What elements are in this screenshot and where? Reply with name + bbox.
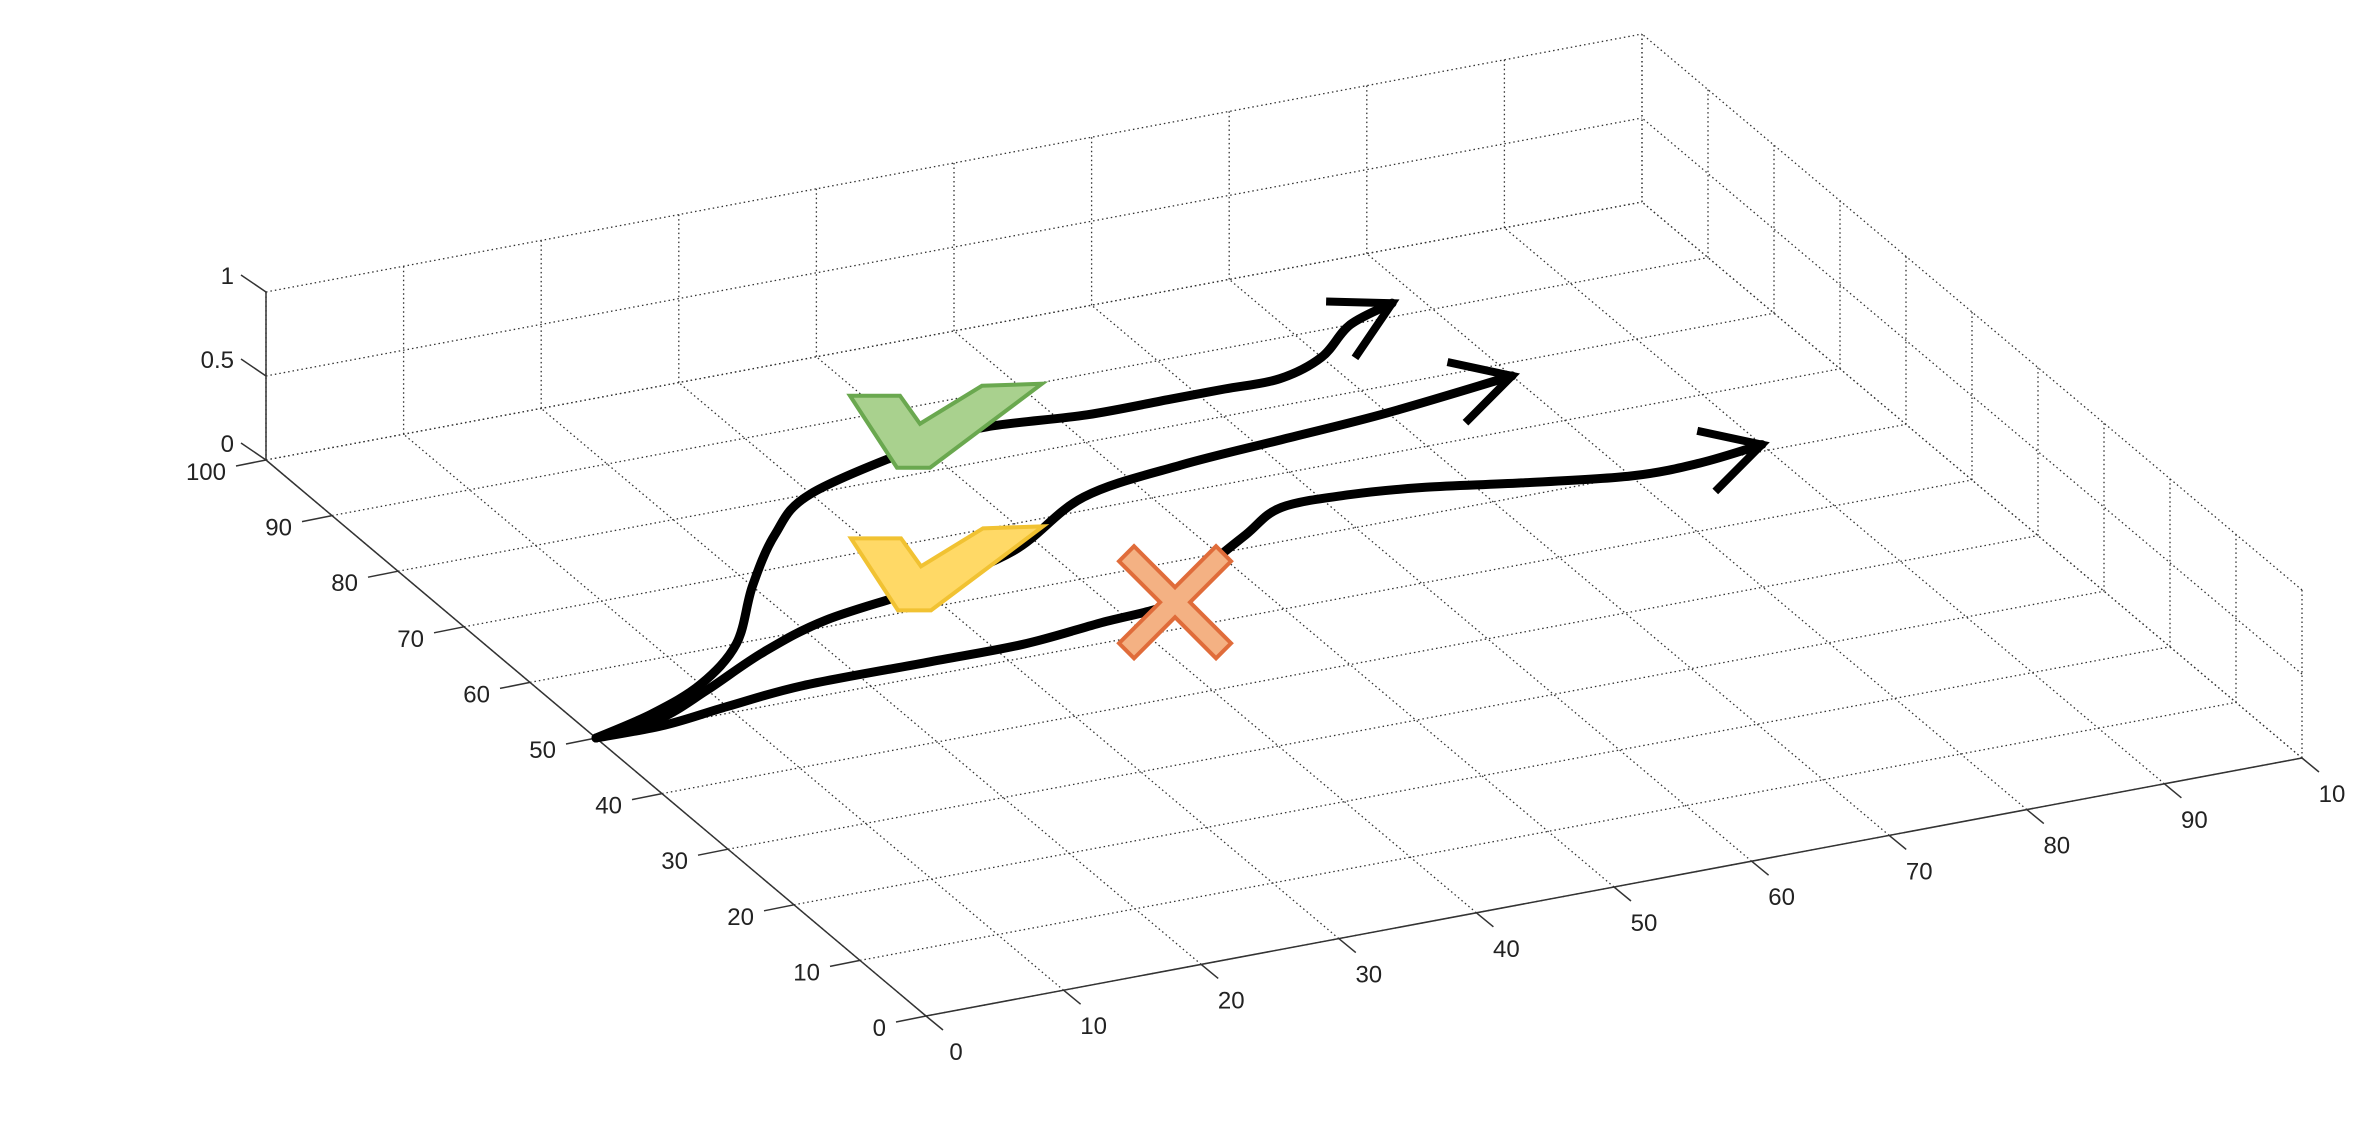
x-tick-mark xyxy=(925,1015,944,1031)
z-tick-mark xyxy=(240,358,267,377)
x-tick-label: 90 xyxy=(2181,807,2208,834)
y-tick-mark xyxy=(829,959,861,968)
x-tick-mark xyxy=(2026,809,2045,825)
markers xyxy=(846,381,1234,662)
y-tick-mark xyxy=(235,459,267,467)
y-tick-label: 30 xyxy=(661,848,688,875)
side-wall-grid-line xyxy=(1641,117,2303,675)
x-tick-label: 0 xyxy=(949,1039,962,1066)
x-tick-mark xyxy=(2301,757,2320,773)
x-tick-label: 30 xyxy=(1355,962,1382,989)
y-tick-mark xyxy=(367,570,399,578)
tick-labels: 0102030405060708090100102030405060708090… xyxy=(186,263,2345,1066)
x-tick-mark xyxy=(1338,938,1357,954)
x-tick-mark xyxy=(1475,912,1494,928)
x-tick-label: 80 xyxy=(2043,833,2070,860)
y-tick-mark xyxy=(631,792,663,801)
floor-grid-line xyxy=(463,368,1841,628)
series-arrowhead-1 xyxy=(1325,297,1400,361)
series-line-2 xyxy=(591,371,1517,743)
x-tick-label: 60 xyxy=(1768,884,1795,911)
z-tick-mark xyxy=(240,442,267,461)
x-tick-label: 10 xyxy=(2319,781,2346,808)
x-tick-label: 50 xyxy=(1631,910,1658,937)
y-tick-mark xyxy=(565,737,597,745)
floor-grid-line xyxy=(793,646,2171,906)
floor-grid-line xyxy=(595,479,1973,739)
z-tick-label: 0 xyxy=(221,431,234,458)
back-wall-grid-line xyxy=(265,201,1643,461)
x-tick-mark xyxy=(2163,783,2182,799)
z-tick-mark xyxy=(240,274,267,293)
floor-grid-line xyxy=(859,701,2237,962)
x-tick-mark xyxy=(1751,860,1770,876)
y-tick-label: 90 xyxy=(265,515,292,542)
x-tick-label: 70 xyxy=(1906,858,1933,885)
y-tick-label: 40 xyxy=(595,793,622,820)
series-arrowhead-2 xyxy=(1446,358,1520,426)
y-tick-label: 80 xyxy=(331,570,358,597)
y-tick-mark xyxy=(697,848,729,856)
x-tick-label: 10 xyxy=(1080,1013,1107,1040)
back-wall-grid-line xyxy=(265,33,1643,293)
y-tick-mark xyxy=(433,626,465,634)
x-tick-mark xyxy=(1888,834,1907,850)
x-tick-mark xyxy=(1613,886,1632,902)
check-mark-icon xyxy=(846,381,1049,470)
x-tick-label: 20 xyxy=(1218,987,1245,1014)
axes xyxy=(235,274,2320,1031)
y-tick-mark xyxy=(499,681,531,690)
z-tick-label: 0.5 xyxy=(201,347,234,374)
x-tick-mark xyxy=(1200,963,1219,979)
z-tick-label: 1 xyxy=(221,263,234,290)
y-tick-mark xyxy=(763,904,795,912)
floor-grid-line xyxy=(1503,227,2165,785)
cross-mark-icon xyxy=(1116,543,1234,662)
grid-lines xyxy=(265,33,2303,1017)
check-mark-icon xyxy=(847,524,1050,613)
y-tick-label: 100 xyxy=(186,459,226,486)
series-arrowhead-3 xyxy=(1696,426,1770,495)
y-tick-label: 10 xyxy=(793,959,820,986)
floor-grid-line xyxy=(1228,278,1890,836)
series-lines xyxy=(591,297,1770,743)
floor-grid-line xyxy=(953,330,1615,888)
floor-grid-line xyxy=(1366,253,2028,811)
floor-grid-line xyxy=(727,590,2105,850)
y-tick-label: 0 xyxy=(873,1015,886,1042)
x-tick-label: 40 xyxy=(1493,936,1520,963)
y-tick-label: 20 xyxy=(727,904,754,931)
series-line-1 xyxy=(591,298,1397,743)
y-tick-label: 50 xyxy=(529,737,556,764)
x-tick-mark xyxy=(1063,989,1082,1005)
y-tick-label: 60 xyxy=(463,681,490,708)
floor-grid-line xyxy=(331,256,1709,517)
floor-grid-line xyxy=(397,312,1775,572)
floor-grid-line xyxy=(661,534,2039,795)
y-tick-mark xyxy=(895,1015,927,1023)
y-tick-label: 70 xyxy=(397,626,424,653)
back-wall-grid-line xyxy=(265,117,1643,377)
y-tick-mark xyxy=(301,514,333,523)
